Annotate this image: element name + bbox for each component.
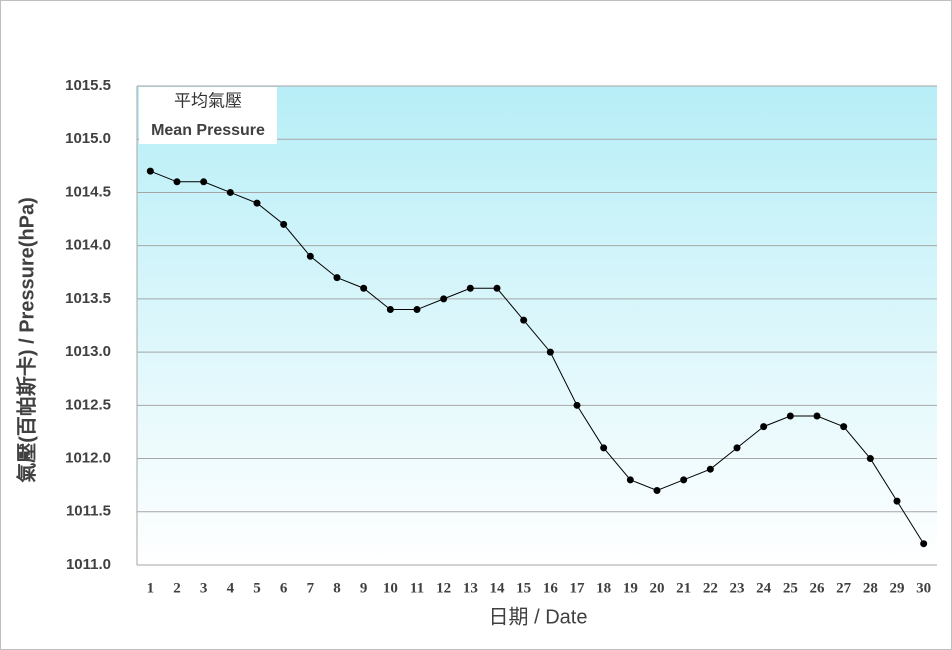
point	[760, 423, 768, 431]
x-tick-label: 12	[436, 580, 451, 596]
point	[466, 284, 474, 292]
point	[626, 476, 634, 484]
y-axis-label: 氣壓(百帕斯卡) / Pressure(hPa)	[14, 197, 38, 483]
point	[200, 178, 208, 186]
y-tick-label: 1011.0	[66, 556, 111, 573]
x-tick-label: 3	[200, 580, 208, 596]
point	[226, 188, 234, 196]
y-tick-label: 1014.5	[65, 183, 111, 200]
x-tick-label: 29	[890, 580, 905, 596]
y-tick-label: 1015.5	[65, 77, 111, 94]
x-tick-label: 4	[227, 580, 235, 596]
point	[920, 540, 928, 548]
x-tick-label: 19	[623, 580, 638, 596]
point	[360, 284, 368, 292]
y-tick-label: 1012.0	[65, 450, 111, 467]
x-tick-label: 14	[490, 580, 506, 596]
point	[146, 167, 154, 175]
point	[253, 199, 261, 207]
x-tick-label: 23	[730, 580, 745, 596]
x-tick-label: 13	[463, 580, 478, 596]
chart-title: 平均氣壓	[174, 91, 242, 110]
point	[706, 465, 714, 473]
y-tick-label: 1015.0	[65, 130, 111, 147]
x-tick-label: 18	[596, 580, 611, 596]
line	[150, 170, 925, 544]
point	[573, 401, 581, 409]
point	[386, 306, 394, 314]
x-axis-label: 日期 / Date	[489, 606, 588, 628]
x-tick-label: 27	[836, 580, 852, 596]
point	[893, 497, 901, 505]
x-tick-label: 2	[173, 580, 181, 596]
point	[733, 444, 741, 452]
x-tick-label: 5	[253, 580, 261, 596]
point	[333, 274, 341, 282]
title-box	[139, 87, 277, 144]
chart-subtitle: Mean Pressure	[151, 122, 265, 139]
point	[173, 178, 181, 186]
y-tick-label: 1014.0	[65, 237, 111, 254]
y-tick-label: 1012.5	[65, 396, 111, 413]
x-tick-label: 25	[783, 580, 798, 596]
point	[866, 455, 874, 463]
x-tick-label: 9	[360, 580, 368, 596]
x-tick-label: 7	[307, 580, 315, 596]
x-tick-label: 24	[756, 580, 772, 596]
point	[813, 412, 821, 420]
point	[840, 423, 848, 431]
plot-area	[137, 86, 937, 565]
x-tick-label: 15	[516, 580, 531, 596]
point	[280, 220, 288, 228]
point	[653, 486, 661, 494]
y-tick-label: 1013.5	[65, 290, 111, 307]
y-tick-label: 1011.5	[66, 503, 111, 520]
x-tick-label: 28	[863, 580, 878, 596]
x-tick-label: 17	[570, 580, 586, 596]
x-tick-label: 26	[810, 580, 826, 596]
point	[413, 306, 421, 314]
point	[600, 444, 608, 452]
x-tick-label: 30	[916, 580, 931, 596]
x-tick-label: 16	[543, 580, 559, 596]
x-tick-label: 20	[650, 580, 665, 596]
point	[786, 412, 794, 420]
x-tick-label: 1	[147, 580, 155, 596]
point	[520, 316, 528, 324]
x-tick-label: 21	[676, 580, 691, 596]
y-tick-label: 1013.0	[65, 343, 111, 360]
x-tick-label: 22	[703, 580, 718, 596]
point	[546, 348, 554, 356]
x-tick-label: 6	[280, 580, 288, 596]
x-tick-label: 8	[333, 580, 341, 596]
point	[680, 476, 688, 484]
point	[440, 295, 448, 303]
x-tick-label: 10	[383, 580, 398, 596]
point	[306, 252, 314, 260]
point	[493, 284, 501, 292]
x-tick-label: 11	[410, 580, 424, 596]
